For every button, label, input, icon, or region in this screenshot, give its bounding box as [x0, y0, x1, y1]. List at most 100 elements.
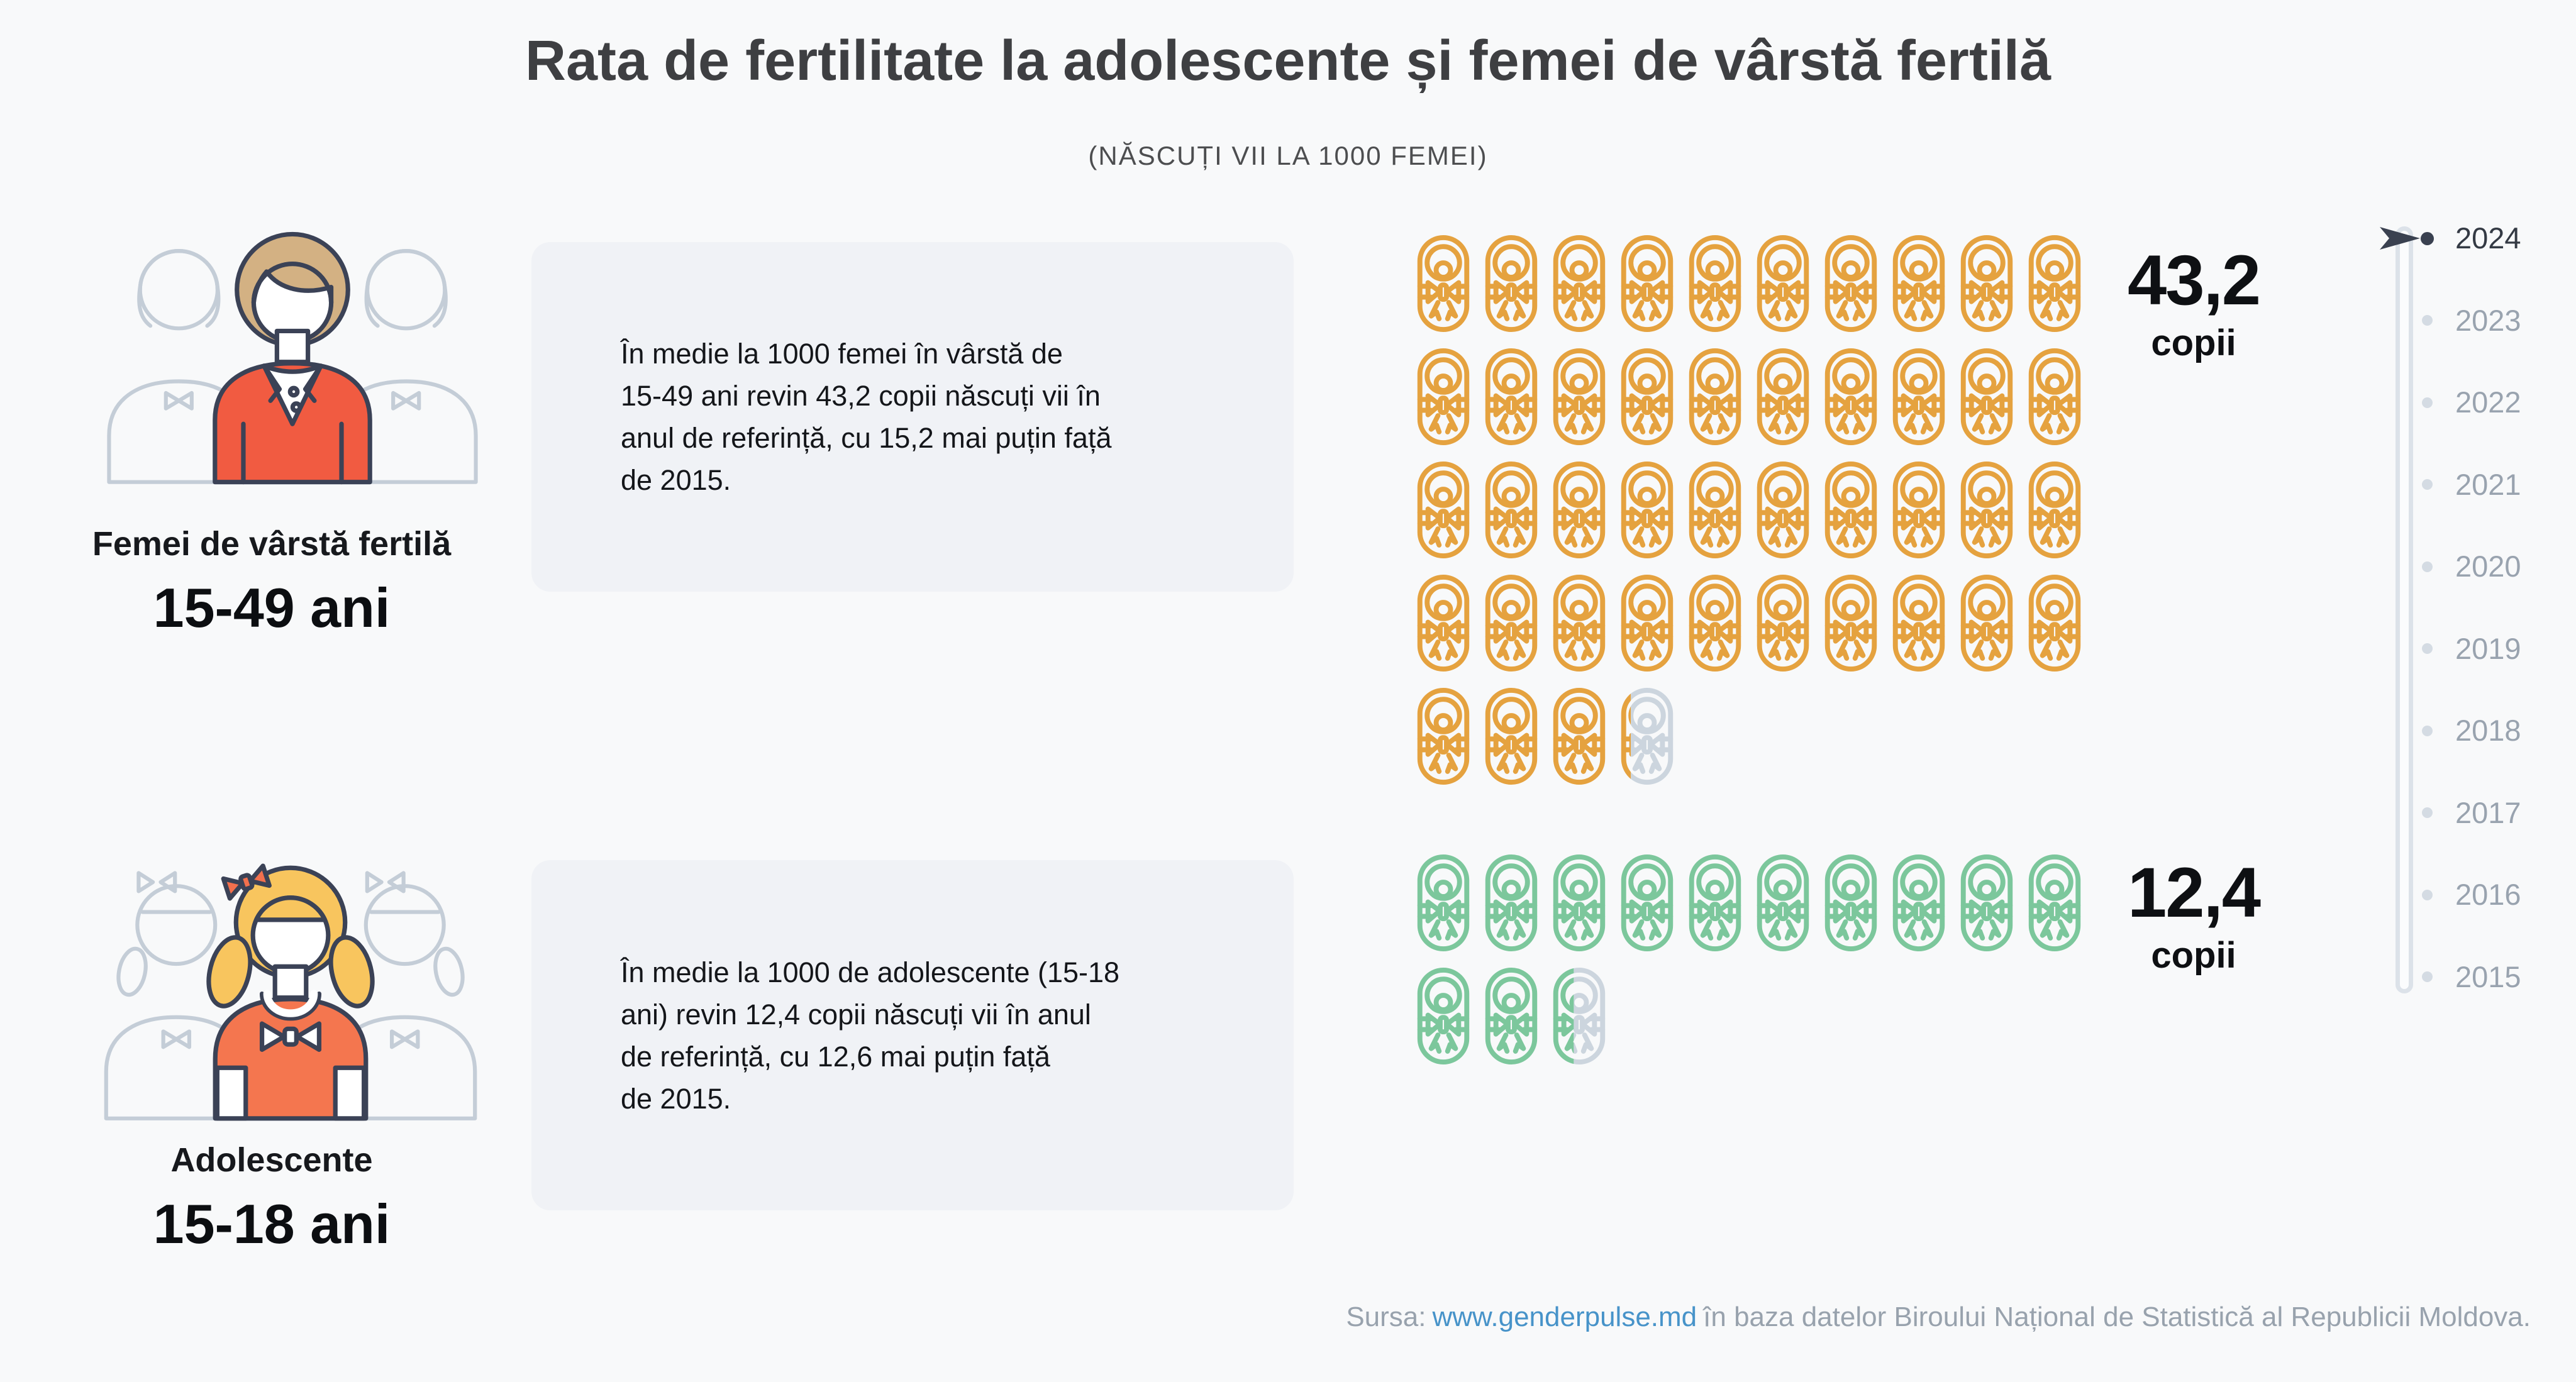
baby-icon: [1552, 460, 1606, 560]
swaddled-baby-icon: [1689, 574, 1741, 672]
timeline-year-2016[interactable]: 2016: [2455, 878, 2521, 911]
swaddled-baby-icon: [1689, 235, 1741, 333]
women-description: În medie la 1000 femei în vârstă de 15-4…: [531, 333, 1162, 501]
baby-icon: [1416, 966, 1470, 1066]
foreground-girl-icon: [206, 863, 375, 1121]
swaddled-baby-icon: [1960, 854, 2013, 952]
women-pictogram-grid: [1416, 233, 2082, 787]
swaddled-baby-icon: [1485, 687, 1538, 785]
adolescents-description-line: În medie la 1000 de adolescente (15-18: [621, 956, 1120, 988]
timeline-year-2024[interactable]: 2024: [2455, 221, 2521, 255]
swaddled-baby-icon: [1960, 461, 2013, 559]
women-description-line: de 2015.: [621, 464, 731, 496]
baby-icon: [1756, 346, 1810, 447]
source-note: Sursa: www.genderpulse.md în baza datelor …: [1346, 1302, 2531, 1333]
swaddled-baby-icon: [1417, 854, 1470, 952]
source-link[interactable]: www.genderpulse.md: [1432, 1302, 1697, 1332]
swaddled-baby-icon: [1417, 348, 1470, 446]
baby-icon: [1756, 853, 1810, 953]
swaddled-baby-icon: [1553, 235, 1606, 333]
timeline-year-2020[interactable]: 2020: [2455, 550, 2521, 583]
baby-icon: [2028, 460, 2082, 560]
timeline-year-2015[interactable]: 2015: [2455, 959, 2521, 993]
adolescents-value-unit: copii: [2151, 935, 2236, 976]
timeline-dot-2022: [2421, 397, 2433, 408]
baby-icon: [1552, 233, 1606, 334]
swaddled-baby-icon: [1621, 574, 1674, 672]
baby-icon: [1824, 853, 1878, 953]
timeline-dot-2017: [2421, 807, 2433, 818]
swaddled-baby-icon: [1485, 967, 1538, 1065]
swaddled-baby-icon: [1621, 694, 1631, 779]
swaddled-baby-icon: [1553, 854, 1606, 952]
swaddled-baby-icon: [1621, 235, 1674, 333]
swaddled-baby-icon: [1417, 461, 1470, 559]
women-value-unit: copii: [2151, 323, 2236, 363]
swaddled-baby-icon: [1631, 687, 1674, 785]
baby-icon: [1960, 460, 2014, 560]
timeline-dot-2021: [2421, 479, 2433, 490]
baby-icon: [1484, 460, 1538, 560]
baby-icon: [1756, 460, 1810, 560]
swaddled-baby-icon: [1757, 235, 1809, 333]
baby-icon: [1484, 233, 1538, 334]
swaddled-baby-icon: [1621, 854, 1674, 952]
timeline-year-2023[interactable]: 2023: [2455, 303, 2521, 337]
baby-icon: [1484, 686, 1538, 787]
timeline-track: [2396, 226, 2413, 993]
baby-icon: [1892, 233, 1946, 334]
swaddled-baby-icon: [1417, 235, 1470, 333]
swaddled-baby-icon: [1892, 235, 1945, 333]
adolescents-description: În medie la 1000 de adolescente (15-18 a…: [531, 951, 1170, 1120]
page-subtitle: (NĂSCUȚI VII LA 1000 FEMEI): [1088, 141, 1488, 170]
adolescents-group-label: Adolescente: [170, 1141, 373, 1179]
baby-icon: [1484, 573, 1538, 673]
baby-icon: [1416, 686, 1470, 787]
foreground-woman-icon: [213, 231, 372, 485]
timeline-dot-2024: [2420, 231, 2434, 245]
swaddled-baby-icon: [1892, 854, 1945, 952]
baby-icon: [1688, 460, 1742, 560]
women-age-range: 15-49 ani: [153, 577, 391, 639]
women-description-line: În medie la 1000 femei în vârstă de: [621, 338, 1063, 370]
baby-icon: [1620, 853, 1674, 953]
swaddled-baby-icon: [1960, 235, 2013, 333]
source-suffix: în baza datelor Biroului Național de Sta…: [1703, 1302, 2531, 1332]
baby-icon: [1892, 853, 1946, 953]
baby-icon: [1416, 573, 1470, 673]
swaddled-baby-icon: [1485, 854, 1538, 952]
baby-icon: [1824, 233, 1878, 334]
baby-icon: [1756, 573, 1810, 673]
swaddled-baby-icon: [2028, 461, 2081, 559]
swaddled-baby-icon: [1574, 967, 1606, 1065]
baby-icon: [2028, 573, 2082, 673]
timeline-year-2017[interactable]: 2017: [2455, 795, 2521, 829]
timeline-year-2022[interactable]: 2022: [2455, 385, 2521, 419]
swaddled-baby-icon: [1417, 967, 1470, 1065]
swaddled-baby-icon: [1553, 968, 1574, 1064]
baby-icon: [1416, 853, 1470, 953]
baby-icon: [1620, 573, 1674, 673]
baby-icon: [1552, 853, 1606, 953]
timeline-year-2021[interactable]: 2021: [2455, 467, 2521, 501]
adolescents-description-box: În medie la 1000 de adolescente (15-18 a…: [531, 860, 1294, 1210]
baby-icon: [2028, 233, 2082, 334]
swaddled-baby-icon: [1824, 854, 1877, 952]
swaddled-baby-icon: [1485, 235, 1538, 333]
baby-icon: [1620, 233, 1674, 334]
swaddled-baby-icon: [1621, 348, 1674, 446]
baby-icon: [1688, 573, 1742, 673]
baby-icon: [1892, 346, 1946, 447]
swaddled-baby-icon: [1621, 461, 1674, 559]
swaddled-baby-icon: [2028, 854, 2081, 952]
adolescents-group-icon: [104, 863, 477, 1121]
swaddled-baby-icon: [1757, 461, 1809, 559]
baby-icon: [1960, 346, 2014, 447]
timeline-year-2018[interactable]: 2018: [2455, 714, 2521, 747]
swaddled-baby-icon: [1417, 687, 1470, 785]
swaddled-baby-icon: [1824, 461, 1877, 559]
baby-icon: [2028, 346, 2082, 447]
timeline-year-2019[interactable]: 2019: [2455, 631, 2521, 665]
swaddled-baby-icon: [1757, 854, 1809, 952]
